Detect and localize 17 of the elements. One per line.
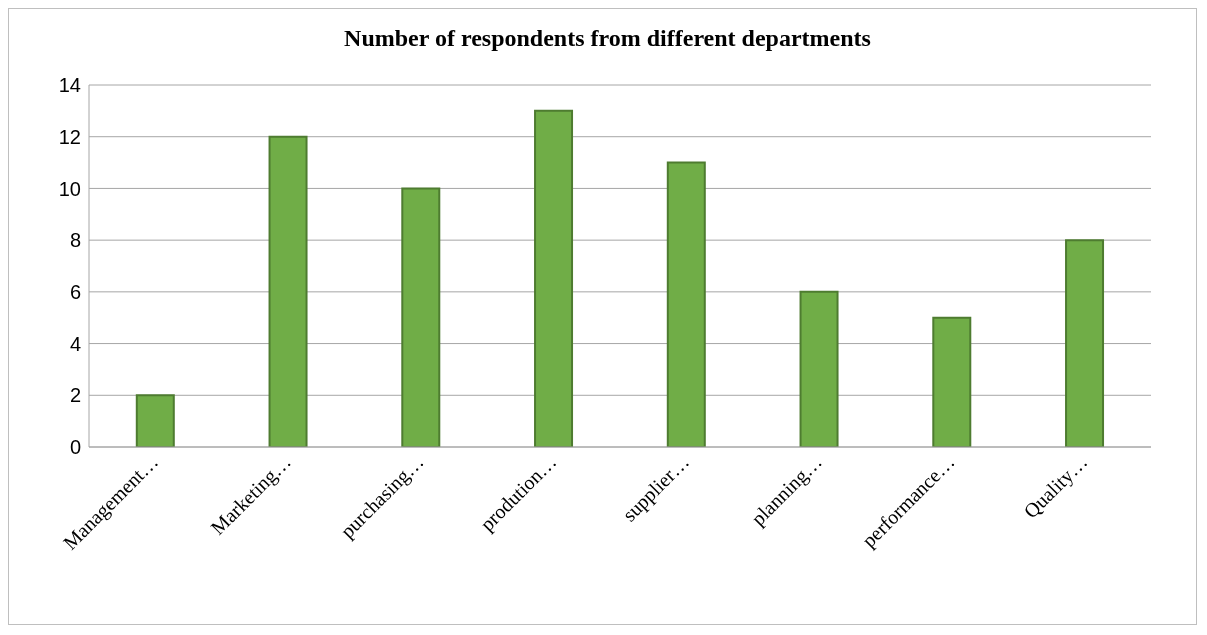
y-tick-label: 6 — [69, 280, 81, 303]
y-tick-label: 10 — [58, 177, 81, 200]
chart-title: Number of respondents from different departments — [343, 24, 872, 53]
bar — [534, 109, 574, 447]
y-tick-label: 12 — [58, 125, 81, 148]
y-tick-label: 2 — [69, 384, 81, 407]
bar — [401, 187, 441, 447]
y-tick-label: 8 — [69, 229, 81, 252]
bar — [666, 161, 706, 447]
bar — [135, 394, 175, 447]
bar — [799, 290, 839, 447]
y-tick-label: 4 — [69, 332, 81, 355]
y-tick-label: 14 — [58, 74, 81, 97]
y-tick-label: 0 — [69, 436, 81, 459]
bar — [932, 316, 972, 447]
bar — [1065, 239, 1105, 447]
bar — [268, 135, 308, 447]
